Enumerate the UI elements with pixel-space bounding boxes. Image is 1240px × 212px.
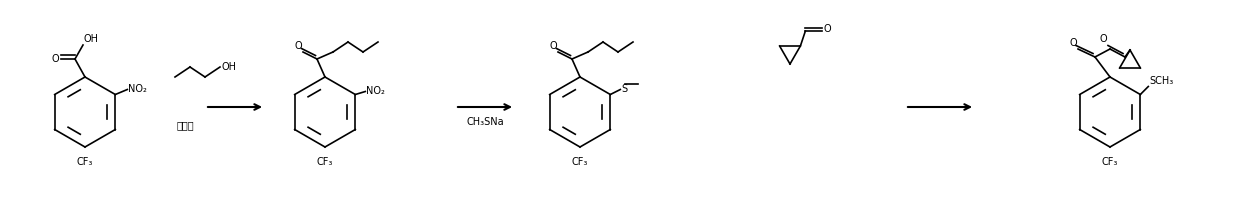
Text: CF₃: CF₃ [572, 157, 588, 167]
Text: O: O [1100, 33, 1107, 43]
Text: O: O [823, 25, 831, 35]
Text: NO₂: NO₂ [366, 86, 386, 96]
Text: 浓硫酸: 浓硫酸 [176, 120, 193, 130]
Text: CF₃: CF₃ [1102, 157, 1118, 167]
Text: SCH₃: SCH₃ [1149, 75, 1173, 85]
Text: O: O [51, 54, 60, 64]
Text: S: S [621, 84, 627, 94]
Text: OH: OH [84, 34, 99, 44]
Text: NO₂: NO₂ [128, 85, 148, 95]
Text: CH₃SNa: CH₃SNa [466, 117, 503, 127]
Text: OH: OH [221, 62, 236, 72]
Text: O: O [294, 41, 303, 51]
Text: CF₃: CF₃ [77, 157, 93, 167]
Text: O: O [549, 41, 557, 51]
Text: CF₃: CF₃ [316, 157, 334, 167]
Text: O: O [1069, 38, 1078, 48]
